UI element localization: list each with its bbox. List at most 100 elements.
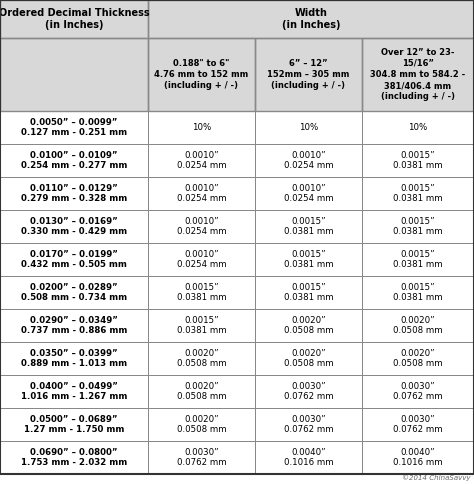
Bar xyxy=(148,38,255,111)
Bar xyxy=(362,38,474,111)
Bar xyxy=(0,276,148,309)
Text: 0.0020”
0.0508 mm: 0.0020” 0.0508 mm xyxy=(177,348,226,368)
Bar xyxy=(255,276,362,309)
Text: 0.0015”
0.0381 mm: 0.0015” 0.0381 mm xyxy=(177,283,226,302)
Bar xyxy=(0,441,148,474)
Text: 0.0015”
0.0381 mm: 0.0015” 0.0381 mm xyxy=(393,250,443,270)
Bar xyxy=(148,243,255,276)
Bar xyxy=(0,177,148,210)
Bar xyxy=(148,177,255,210)
Bar xyxy=(148,111,255,144)
Text: 0.0400” – 0.0499”
1.016 mm - 1.267 mm: 0.0400” – 0.0499” 1.016 mm - 1.267 mm xyxy=(21,381,127,401)
Text: 10%: 10% xyxy=(192,123,211,132)
Bar xyxy=(362,111,474,144)
Bar xyxy=(148,309,255,342)
Bar xyxy=(255,408,362,441)
Text: Width
(in Inches): Width (in Inches) xyxy=(282,8,340,30)
Text: 0.0020”
0.0508 mm: 0.0020” 0.0508 mm xyxy=(393,316,443,335)
Text: 10%: 10% xyxy=(409,123,428,132)
Bar xyxy=(362,243,474,276)
Text: 0.0200” – 0.0289”
0.508 mm - 0.734 mm: 0.0200” – 0.0289” 0.508 mm - 0.734 mm xyxy=(21,283,127,302)
Bar xyxy=(362,177,474,210)
Bar xyxy=(362,309,474,342)
Bar xyxy=(148,276,255,309)
Bar xyxy=(148,38,255,111)
Text: 0.0030”
0.0762 mm: 0.0030” 0.0762 mm xyxy=(393,415,443,434)
Bar xyxy=(255,177,362,210)
Bar xyxy=(255,38,362,111)
Bar xyxy=(0,210,148,243)
Bar xyxy=(255,243,362,276)
Bar xyxy=(0,375,148,408)
Bar xyxy=(0,210,148,243)
Text: 0.0015”
0.0381 mm: 0.0015” 0.0381 mm xyxy=(393,183,443,203)
Bar xyxy=(148,0,474,38)
Bar xyxy=(255,111,362,144)
Bar xyxy=(0,38,148,111)
Text: 0.0015”
0.0381 mm: 0.0015” 0.0381 mm xyxy=(283,283,333,302)
Bar xyxy=(148,210,255,243)
Bar xyxy=(255,144,362,177)
Bar xyxy=(148,375,255,408)
Text: 0.0030”
0.0762 mm: 0.0030” 0.0762 mm xyxy=(283,415,333,434)
Bar xyxy=(255,177,362,210)
Bar xyxy=(0,408,148,441)
Bar xyxy=(0,243,148,276)
Text: ©2014 ChinaSavvy: ©2014 ChinaSavvy xyxy=(402,474,471,481)
Bar xyxy=(148,210,255,243)
Bar xyxy=(148,441,255,474)
Bar xyxy=(362,111,474,144)
Text: 0.0015”
0.0381 mm: 0.0015” 0.0381 mm xyxy=(393,283,443,302)
Bar xyxy=(0,243,148,276)
Bar xyxy=(362,441,474,474)
Bar xyxy=(0,0,148,38)
Bar xyxy=(148,441,255,474)
Text: 0.0010”
0.0254 mm: 0.0010” 0.0254 mm xyxy=(177,217,226,236)
Bar xyxy=(148,309,255,342)
Bar xyxy=(148,144,255,177)
Bar xyxy=(0,309,148,342)
Text: 0.0010”
0.0254 mm: 0.0010” 0.0254 mm xyxy=(177,151,226,170)
Bar xyxy=(0,342,148,375)
Text: 0.0010”
0.0254 mm: 0.0010” 0.0254 mm xyxy=(177,183,226,203)
Text: 0.0690” – 0.0800”
1.753 mm - 2.032 mm: 0.0690” – 0.0800” 1.753 mm - 2.032 mm xyxy=(21,448,127,468)
Text: 0.0290” – 0.0349”
0.737 mm - 0.886 mm: 0.0290” – 0.0349” 0.737 mm - 0.886 mm xyxy=(21,316,127,335)
Bar xyxy=(362,408,474,441)
Bar xyxy=(148,144,255,177)
Text: Over 12” to 23-
15/16”
304.8 mm to 584.2 -
381/406.4 mm
(including + / -): Over 12” to 23- 15/16” 304.8 mm to 584.2… xyxy=(370,48,465,101)
Text: 0.0030”
0.0762 mm: 0.0030” 0.0762 mm xyxy=(393,381,443,401)
Bar xyxy=(148,375,255,408)
Bar xyxy=(362,375,474,408)
Bar xyxy=(362,177,474,210)
Bar xyxy=(148,276,255,309)
Bar xyxy=(0,309,148,342)
Bar xyxy=(255,210,362,243)
Bar xyxy=(0,441,148,474)
Text: 6” – 12”
152mm – 305 mm
(including + / -): 6” – 12” 152mm – 305 mm (including + / -… xyxy=(267,59,350,90)
Bar xyxy=(255,342,362,375)
Bar xyxy=(362,375,474,408)
Bar xyxy=(255,342,362,375)
Text: 0.0015”
0.0381 mm: 0.0015” 0.0381 mm xyxy=(393,151,443,170)
Bar xyxy=(362,144,474,177)
Bar xyxy=(255,375,362,408)
Bar xyxy=(255,375,362,408)
Text: 0.0040”
0.1016 mm: 0.0040” 0.1016 mm xyxy=(283,448,333,468)
Text: 0.0100” – 0.0109”
0.254 mm - 0.277 mm: 0.0100” – 0.0109” 0.254 mm - 0.277 mm xyxy=(21,151,127,170)
Text: 0.0015”
0.0381 mm: 0.0015” 0.0381 mm xyxy=(393,217,443,236)
Text: 0.0020”
0.0508 mm: 0.0020” 0.0508 mm xyxy=(393,348,443,368)
Text: 0.0020”
0.0508 mm: 0.0020” 0.0508 mm xyxy=(177,415,226,434)
Text: 0.0010”
0.0254 mm: 0.0010” 0.0254 mm xyxy=(283,183,333,203)
Text: 0.0015”
0.0381 mm: 0.0015” 0.0381 mm xyxy=(283,217,333,236)
Bar xyxy=(0,177,148,210)
Bar xyxy=(0,144,148,177)
Bar xyxy=(0,111,148,144)
Bar xyxy=(0,375,148,408)
Bar xyxy=(255,38,362,111)
Text: 0.0030”
0.0762 mm: 0.0030” 0.0762 mm xyxy=(283,381,333,401)
Bar xyxy=(362,243,474,276)
Bar xyxy=(148,408,255,441)
Bar xyxy=(255,144,362,177)
Bar xyxy=(0,408,148,441)
Bar xyxy=(362,309,474,342)
